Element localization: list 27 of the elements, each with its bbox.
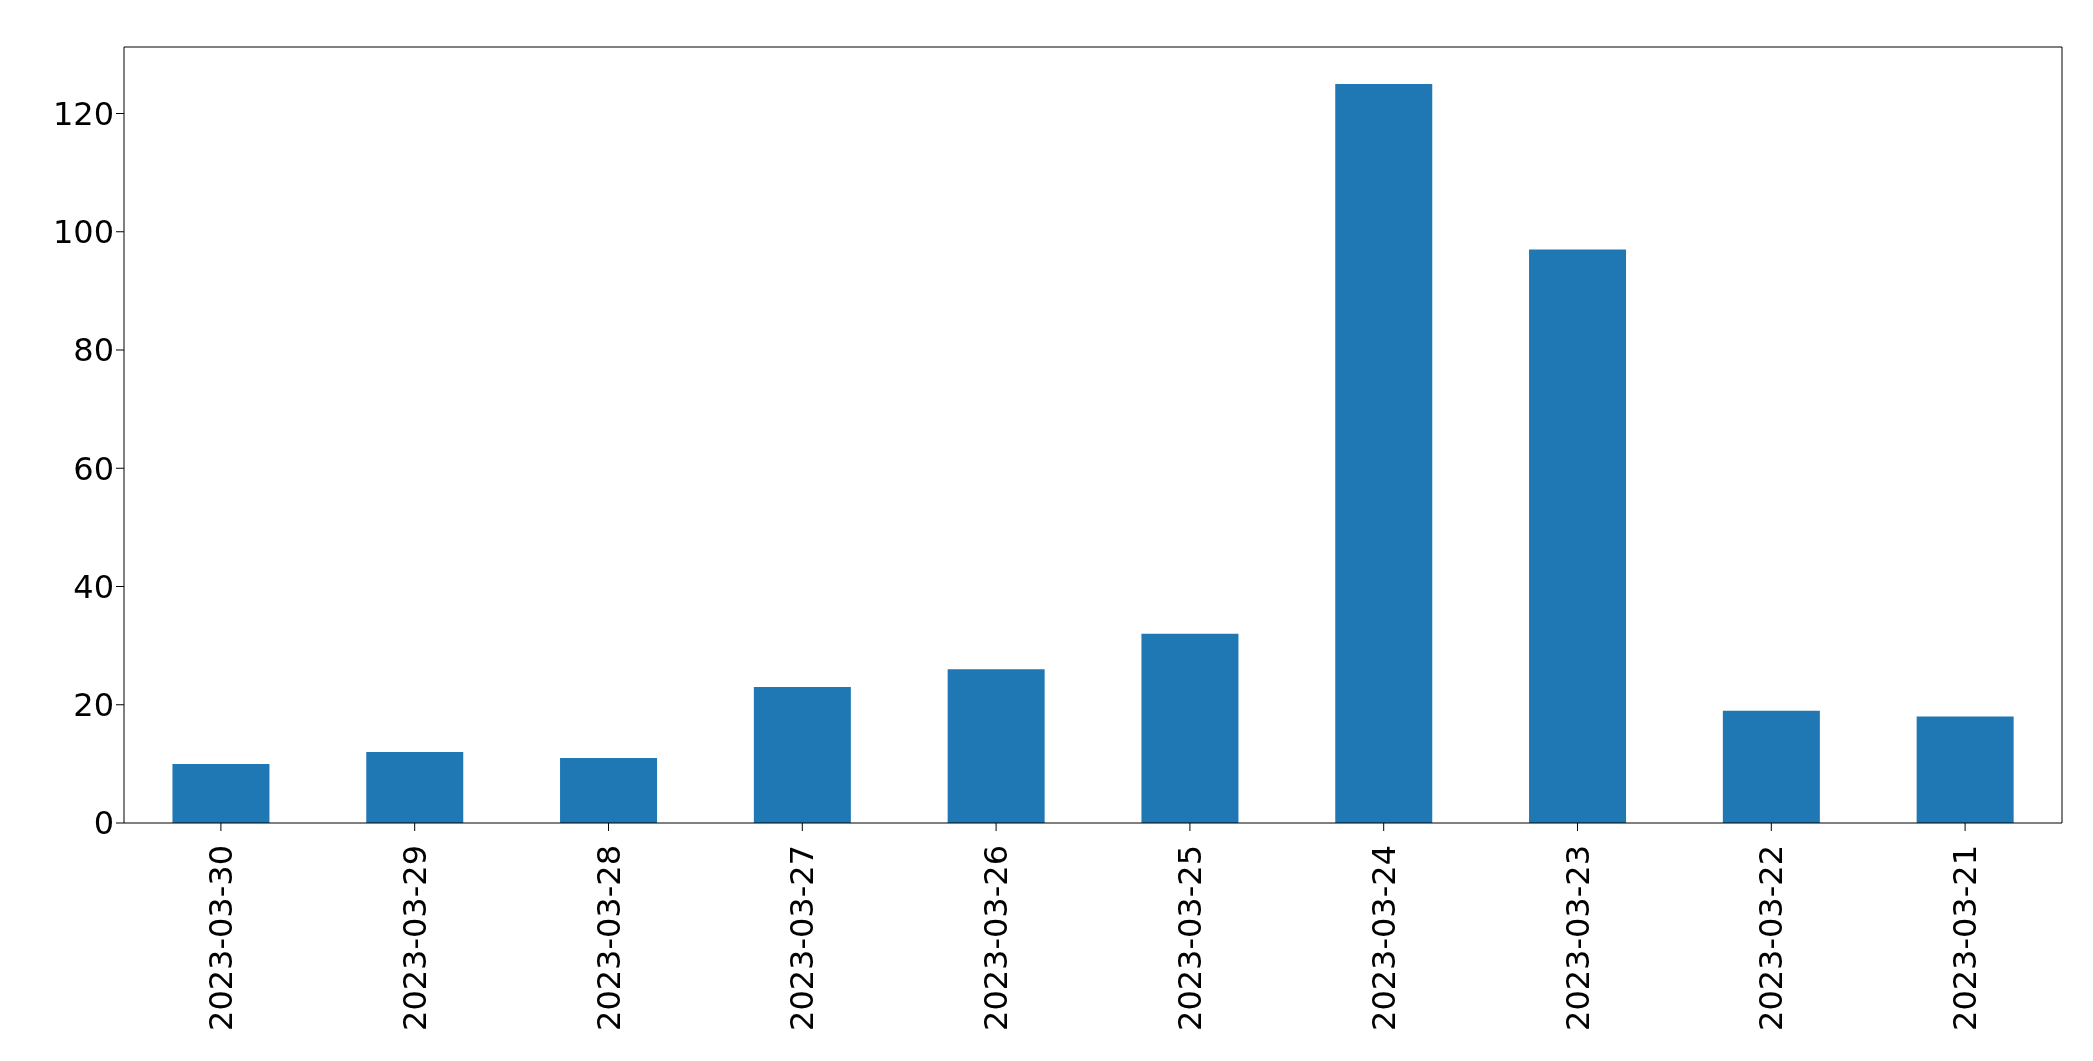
y-tick-label: 40 [73,567,114,606]
x-tick-label: 2023-03-24 [1364,845,1403,1031]
x-tick-label: 2023-03-30 [201,845,240,1031]
x-tick-label: 2023-03-26 [977,845,1016,1031]
x-tick-label: 2023-03-25 [1170,845,1209,1031]
y-tick-label: 100 [52,213,114,252]
bar [366,752,464,823]
bar [1335,83,1433,823]
y-tick-label: 60 [73,449,114,488]
bar [947,669,1045,823]
x-tick-label: 2023-03-23 [1558,845,1597,1031]
x-tick-label: 2023-03-27 [783,845,822,1031]
y-tick-label: 0 [93,804,114,843]
y-tick-label: 20 [73,686,114,725]
bar [753,687,851,823]
y-tick-label: 80 [73,331,114,370]
bar [560,757,658,823]
bar [1722,710,1820,823]
bar [1141,633,1239,823]
x-tick-label: 2023-03-21 [1946,845,1985,1031]
x-tick-label: 2023-03-22 [1752,845,1791,1031]
y-tick-label: 120 [52,94,114,133]
bar [172,763,270,823]
bar [1529,249,1627,823]
x-tick-label: 2023-03-29 [395,845,434,1031]
bar [1916,716,2014,823]
x-tick-label: 2023-03-28 [589,845,628,1031]
